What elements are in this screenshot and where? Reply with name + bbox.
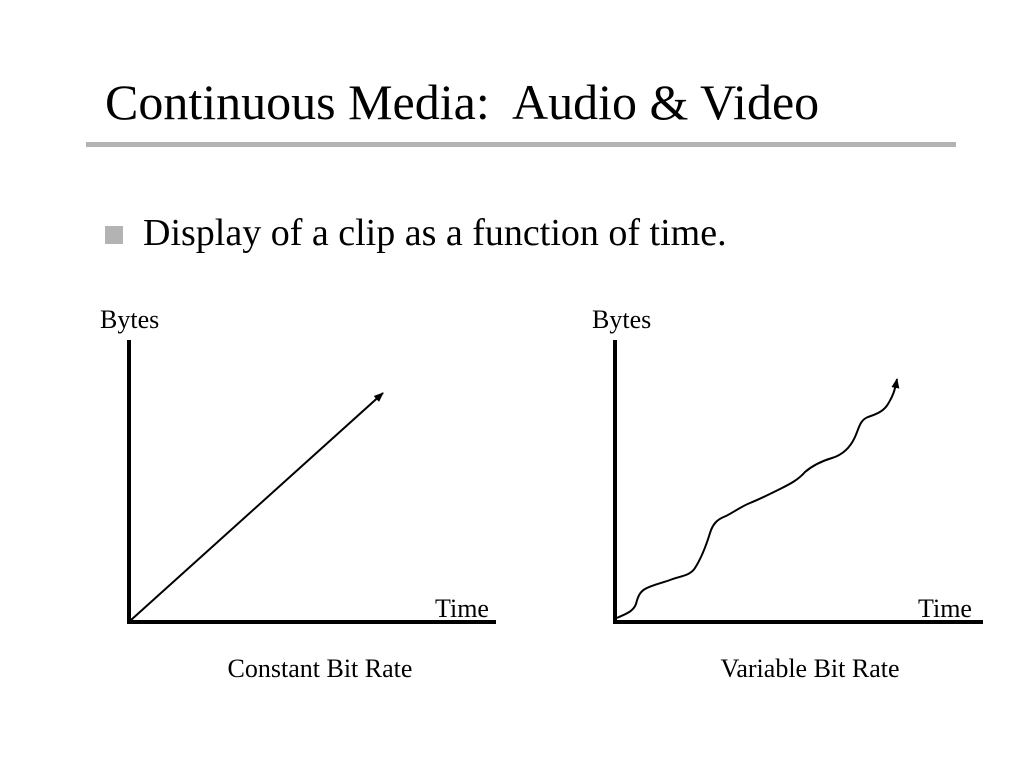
constant-bit-rate-diagram: Bytes Time Constant Bit Rate — [100, 305, 496, 683]
diagram-caption: Variable Bit Rate — [720, 654, 899, 683]
constant-rate-line — [130, 392, 384, 621]
x-axis-label: Time — [918, 594, 972, 623]
title-divider — [86, 142, 956, 147]
square-bullet-icon — [105, 226, 123, 244]
x-axis-label: Time — [435, 594, 489, 623]
bullet-text: Display of a clip as a function of time. — [143, 212, 727, 254]
variable-bit-rate-diagram: Bytes Time Variable Bit Rate — [592, 305, 983, 683]
y-axis-label: Bytes — [100, 305, 159, 334]
variable-rate-curve — [616, 378, 900, 619]
y-axis-label: Bytes — [592, 305, 651, 334]
diagram-caption: Constant Bit Rate — [228, 654, 413, 683]
slide-title: Continuous Media: Audio & Video — [105, 74, 820, 130]
